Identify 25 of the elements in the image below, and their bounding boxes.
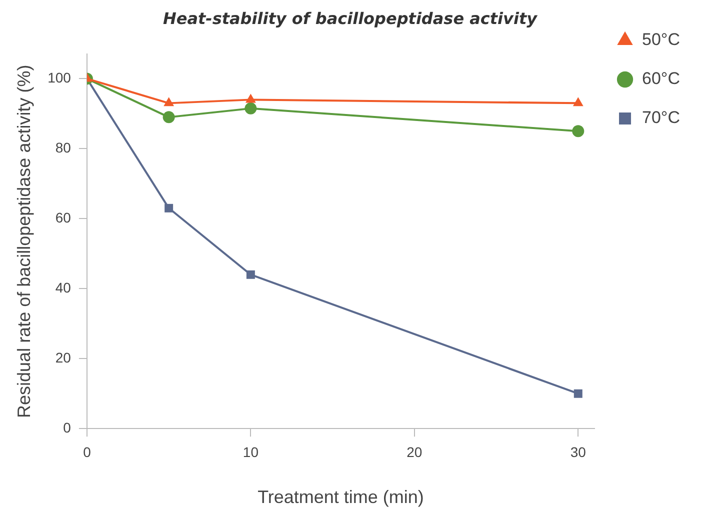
- point: [572, 125, 584, 138]
- legend-label: 50°C: [642, 30, 680, 50]
- x-tick-label: 20: [406, 444, 422, 460]
- point: [572, 97, 584, 106]
- point: [245, 94, 256, 103]
- legend-label: 60°C: [642, 69, 680, 88]
- x-tick-label: 10: [242, 444, 259, 460]
- chart-title: Heat-stability of bacillopeptidase activity: [162, 8, 538, 28]
- point: [246, 270, 255, 279]
- point: [164, 97, 174, 106]
- point: [244, 102, 257, 114]
- y-tick-label: 20: [55, 349, 72, 366]
- x-tick-label: 30: [570, 444, 586, 460]
- x-axis-title: Treatment time (min): [258, 487, 424, 508]
- y-tick-label: 40: [55, 279, 72, 296]
- x-tick-label: 0: [83, 444, 92, 460]
- y-tick-label: 80: [55, 140, 72, 156]
- legend-label: 70°C: [642, 108, 680, 128]
- y-tick-label: 60: [55, 210, 72, 226]
- y-tick-label: 100: [48, 70, 72, 86]
- y-tick-label: 0: [63, 419, 72, 436]
- point: [162, 111, 175, 124]
- point: [574, 389, 582, 398]
- y-axis-title: Residual rate of bacillopeptidase activity (%): [14, 64, 34, 418]
- point: [164, 204, 174, 212]
